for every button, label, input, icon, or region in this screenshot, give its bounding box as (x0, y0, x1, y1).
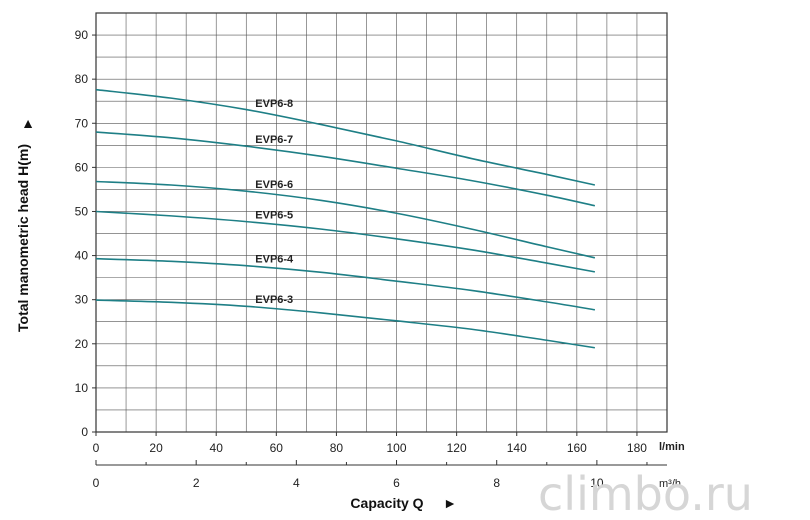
y-axis-arrow-icon: ▲ (21, 115, 35, 131)
y-tick-label: 70 (75, 116, 89, 130)
x-tick-label: 60 (270, 441, 284, 455)
y-tick-label: 50 (75, 204, 89, 218)
x-axis-arrow-icon: ► (443, 495, 457, 511)
x-tick-label: 20 (149, 441, 163, 455)
x-axis-title: Capacity Q (350, 495, 423, 511)
series-line-evp6-6 (95, 180, 596, 259)
x-tick-label: 180 (627, 441, 647, 455)
y-tick-labels: 0 10 20 30 40 50 60 70 80 90 (75, 28, 96, 439)
y-tick-label: 80 (75, 72, 89, 86)
series-label: EVP6-5 (255, 209, 293, 221)
series-line-evp6-3 (95, 299, 595, 349)
x-tick-label: 120 (447, 441, 467, 455)
series-line-evp6-8 (95, 88, 596, 186)
grid (96, 13, 667, 432)
x-unit-secondary: m³/h (659, 478, 681, 490)
plot-frame (95, 12, 668, 433)
x-tick-label: 140 (507, 441, 527, 455)
curve-labels: EVP6-8 EVP6-7 EVP6-6 EVP6-5 EVP6-4 EVP6-3 (255, 98, 294, 306)
series-label: EVP6-8 (255, 98, 293, 110)
x2-tick-label: 8 (493, 476, 500, 490)
series-line-evp6-4 (95, 257, 596, 311)
series-line-evp6-7 (95, 131, 596, 207)
x2-tick-label: 4 (293, 476, 300, 490)
x-tick-label: 0 (93, 441, 100, 455)
y-tick-label: 0 (81, 425, 88, 439)
y-tick-label: 60 (75, 160, 89, 174)
x-tick-label: 40 (210, 441, 224, 455)
y-tick-label: 30 (75, 293, 89, 307)
x-tick-label: 80 (330, 441, 344, 455)
series-label: EVP6-3 (255, 294, 293, 306)
series-line-evp6-5 (95, 210, 596, 273)
series-label: EVP6-4 (255, 253, 294, 265)
series-group (95, 88, 596, 349)
watermark: climbo.ru (538, 467, 753, 520)
series-label: EVP6-7 (255, 134, 293, 146)
x2-tick-label: 2 (193, 476, 200, 490)
x-unit-primary: l/min (659, 441, 685, 453)
y-tick-label: 40 (75, 249, 89, 263)
x-axis-secondary: 0 2 4 6 8 10 (93, 460, 667, 490)
y-tick-label: 90 (75, 28, 89, 42)
x2-tick-label: 6 (393, 476, 400, 490)
y-tick-label: 10 (75, 381, 89, 395)
x-tick-labels-primary: 0 20 40 60 80 100 120 140 160 180 (93, 432, 647, 455)
y-tick-label: 20 (75, 337, 89, 351)
x-tick-label: 160 (567, 441, 587, 455)
x2-tick-label: 10 (590, 476, 604, 490)
x-tick-label: 100 (387, 441, 407, 455)
series-label: EVP6-6 (255, 179, 293, 191)
y-axis-title: Total manometric head H(m) (15, 144, 31, 332)
x2-tick-label: 0 (93, 476, 100, 490)
